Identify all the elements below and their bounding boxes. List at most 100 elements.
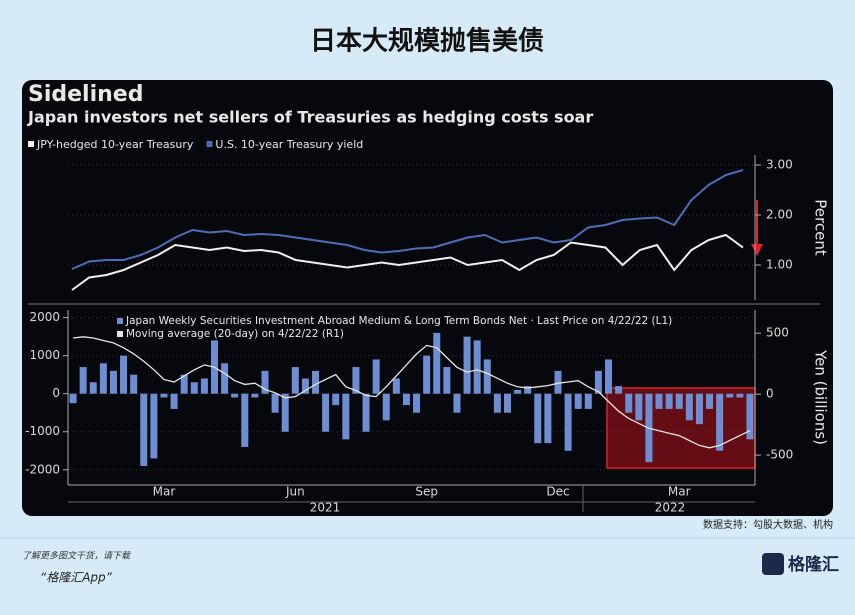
bar [695,393,703,425]
bar [615,386,623,394]
legend-swatch [117,331,123,337]
bar [463,336,471,394]
bar [69,393,77,404]
bar [140,393,148,466]
line-series [71,169,744,270]
legend-swatch [206,141,213,147]
bar [342,393,350,440]
year-label: 2021 [310,501,341,515]
bar [200,378,208,394]
bar [221,363,229,394]
y2-tick-label: 500 [766,326,789,340]
bar [312,370,320,394]
bar [180,374,188,394]
panel-title: Sidelined [28,82,143,107]
bar [746,393,754,440]
bar [301,378,309,394]
panel-subtitle: Japan investors net sellers of Treasurie… [27,108,593,127]
legend-swatch [117,318,123,324]
x-tick-label: Mar [153,485,176,499]
bar [160,393,168,398]
logo-icon [762,553,784,575]
legend-label: U.S. 10-year Treasury yield [215,138,363,151]
page-title: 日本大规模抛售美债 [310,26,544,57]
legend-label: Japan Weekly Securities Investment Abroa… [125,315,672,327]
legend-label: Moving average (20-day) on 4/22/22 (R1) [126,328,344,340]
bar [261,370,269,394]
bar [251,393,259,398]
y2-tick-label: -500 [766,448,793,462]
bar [130,374,138,394]
x-tick-label: Sep [415,485,438,499]
bar [281,393,289,432]
bar [271,393,279,413]
x-tick-label: Mar [668,485,691,499]
line-series [71,233,744,291]
year-label: 2022 [655,501,686,515]
bar [170,393,178,409]
bar [402,393,410,406]
y-tick-label: 2000 [29,310,60,324]
x-tick-label: Dec [546,485,569,499]
bar [109,370,117,394]
legend-label: JPY-hedged 10-year Treasury [36,138,194,151]
y-tick-label: 1000 [29,348,60,362]
x-tick-label: Jun [285,485,305,499]
bar [665,393,673,409]
bar [635,393,643,421]
bar [584,393,592,409]
bar [483,359,491,394]
y2-axis-label: Yen (billions) [812,349,830,445]
bar [605,359,613,394]
bar [493,393,501,413]
bar [524,386,532,394]
footer-app: “格隆汇App” [40,571,113,585]
bar [362,393,370,432]
bar [382,393,390,421]
bar [716,393,724,451]
arrow-head [751,244,763,256]
bar [675,393,683,409]
bar [231,393,239,398]
bar [453,393,461,413]
bar [625,393,633,413]
y-tick-label: 0 [52,386,60,400]
bar [503,393,511,413]
bar [554,370,562,394]
bar [322,393,330,432]
bar [120,355,128,394]
legend-swatch [28,141,34,147]
bar [514,389,522,394]
bar [726,393,734,398]
bar [423,355,431,394]
bar [352,367,360,394]
bar [241,393,249,447]
bar [443,367,451,394]
bar [473,340,481,394]
bar [291,367,299,394]
bar [392,378,400,394]
bar [332,393,340,406]
bar [150,393,158,459]
y-tick-label: 1.00 [766,258,793,272]
bar [564,393,572,451]
source: 数据支持：勾股大数据、机构 [703,518,833,531]
moving-average-line [73,336,751,449]
bar [655,393,663,409]
bar [413,393,421,413]
bar [433,332,441,394]
bar [190,382,198,394]
bar [79,367,87,394]
bar [685,393,693,421]
y-tick-label: -1000 [25,424,60,438]
y-axis-label: Percent [812,199,830,256]
y-tick-label: 3.00 [766,158,793,172]
y2-tick-label: 0 [766,387,774,401]
bar [372,359,380,394]
bar [594,370,602,394]
bar [544,393,552,444]
bar [706,393,714,409]
y-tick-label: 2.00 [766,208,793,222]
